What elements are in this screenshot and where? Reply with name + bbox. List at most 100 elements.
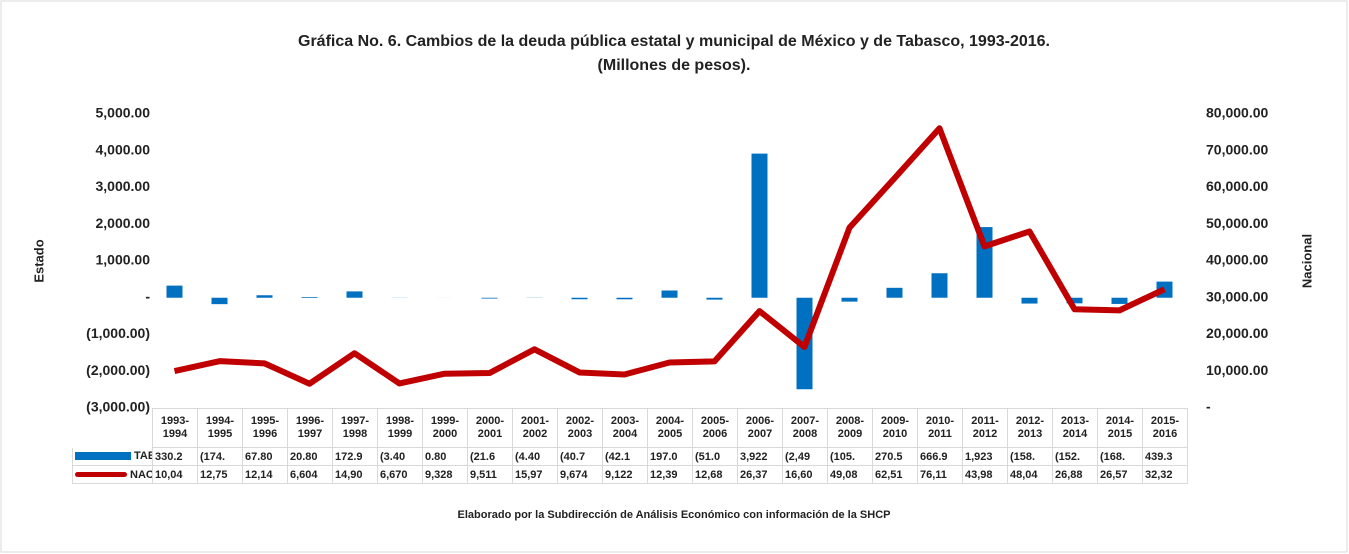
series-row: NAC 10,04 12,75 12,14 6,604 14,90 6,670 9,328 9,… xyxy=(72,465,1188,484)
legend-swatch xyxy=(75,472,127,478)
data-label: 26,88 xyxy=(1052,465,1098,484)
data-label: 270.5 xyxy=(872,447,918,466)
data-label: 16,60 xyxy=(782,465,828,484)
bar xyxy=(346,291,363,298)
data-label: (4.40 xyxy=(512,447,558,466)
legend-label: NAC xyxy=(130,468,153,481)
data-label: 197.0 xyxy=(647,447,693,466)
data-label: 330.2 xyxy=(152,447,198,466)
data-label: (2,49 xyxy=(782,447,828,466)
data-label: 6,670 xyxy=(377,465,423,484)
legend-swatch xyxy=(75,452,131,461)
category-label: 2012-2013 xyxy=(1007,408,1053,448)
category-label: 2010-2011 xyxy=(917,408,963,448)
data-label: (105. xyxy=(827,447,873,466)
category-label: 1993-1994 xyxy=(152,408,198,448)
data-label: 172.9 xyxy=(332,447,378,466)
y2-axis-label: Nacional xyxy=(1299,234,1314,288)
y2-tick-label: 60,000.00 xyxy=(1206,178,1268,194)
data-label: (158. xyxy=(1007,447,1053,466)
category-label: 2001-2002 xyxy=(512,408,558,448)
data-label: 12,75 xyxy=(197,465,243,484)
data-label: 12,14 xyxy=(242,465,288,484)
data-label: 9,122 xyxy=(602,465,648,484)
y2-tick-label: 10,000.00 xyxy=(1206,362,1268,378)
chart-subtitle: (Millones de pesos). xyxy=(598,57,751,74)
category-label: 2005-2006 xyxy=(692,408,738,448)
y-tick-label: 3,000.00 xyxy=(96,178,151,194)
category-label: 1994-1995 xyxy=(197,408,243,448)
category-label: 2002-2003 xyxy=(557,408,603,448)
category-label: 2007-2008 xyxy=(782,408,828,448)
data-label: 6,604 xyxy=(287,465,333,484)
bar xyxy=(841,297,858,302)
y2-tick-label: 50,000.00 xyxy=(1206,215,1268,231)
data-label: 15,97 xyxy=(512,465,558,484)
category-label: 1996-1997 xyxy=(287,408,333,448)
y-tick-label: - xyxy=(145,288,150,304)
category-label: 2013-2014 xyxy=(1052,408,1098,448)
category-label: 2014-2015 xyxy=(1097,408,1143,448)
bar xyxy=(886,287,903,298)
data-label: (152. xyxy=(1052,447,1098,466)
data-label: 9,511 xyxy=(467,465,513,484)
data-label: 62,51 xyxy=(872,465,918,484)
data-table: 1993-1994 1994-1995 1995-1996 1996-1997 1997… xyxy=(72,408,1188,484)
data-label: (40.7 xyxy=(557,447,603,466)
data-label: 14,90 xyxy=(332,465,378,484)
category-label: 1995-1996 xyxy=(242,408,288,448)
y-tick-label: 4,000.00 xyxy=(96,141,151,157)
corner xyxy=(73,409,153,448)
data-label: 666.9 xyxy=(917,447,963,466)
bar xyxy=(571,297,588,300)
category-label: 2006-2007 xyxy=(737,408,783,448)
data-label: 439.3 xyxy=(1142,447,1188,466)
data-label: (168. xyxy=(1097,447,1143,466)
data-label: 10,04 xyxy=(152,465,198,484)
bar xyxy=(481,297,498,299)
bar xyxy=(211,297,228,305)
note: Elaborado por la Subdirección de Análisi… xyxy=(458,509,891,521)
data-label: 9,328 xyxy=(422,465,468,484)
bar xyxy=(751,153,768,298)
category-label: 2011-2012 xyxy=(962,408,1008,448)
y2-tick-label: - xyxy=(1206,399,1211,415)
category-label: 2015-2016 xyxy=(1142,408,1188,448)
chart-title: Gráfica No. 6. Cambios de la deuda públi… xyxy=(298,33,1050,50)
category-label: 1997-1998 xyxy=(332,408,378,448)
data-label: 43,98 xyxy=(962,465,1008,484)
y-tick-label: 1,000.00 xyxy=(96,252,151,268)
y2-tick-label: 20,000.00 xyxy=(1206,325,1268,341)
category-label: 2009-2010 xyxy=(872,408,918,448)
bar xyxy=(256,295,273,298)
data-label: 26,57 xyxy=(1097,465,1143,484)
data-label: (51.0 xyxy=(692,447,738,466)
data-label: (42.1 xyxy=(602,447,648,466)
bar xyxy=(706,297,723,300)
data-label: 3,922 xyxy=(737,447,783,466)
bar xyxy=(616,297,633,300)
y2-tick-label: 40,000.00 xyxy=(1206,252,1268,268)
y-tick-label: (1,000.00) xyxy=(86,325,150,341)
category-label: 1999-2000 xyxy=(422,408,468,448)
data-label: 49,08 xyxy=(827,465,873,484)
y-tick-label: (2,000.00) xyxy=(86,362,150,378)
legend-entry: NAC xyxy=(72,465,153,484)
data-label: 20.80 xyxy=(287,447,333,466)
y-tick-label: 5,000.00 xyxy=(96,105,151,121)
y2-tick-label: 30,000.00 xyxy=(1206,288,1268,304)
data-label: 12,39 xyxy=(647,465,693,484)
y2-tick-label: 70,000.00 xyxy=(1206,141,1268,157)
legend-entry: TAB xyxy=(72,447,153,466)
data-label: 67.80 xyxy=(242,447,288,466)
y-tick-label: 2,000.00 xyxy=(96,215,151,231)
y2-tick-label: 80,000.00 xyxy=(1206,105,1268,121)
data-label: 26,37 xyxy=(737,465,783,484)
bar xyxy=(661,290,678,298)
data-label: 48,04 xyxy=(1007,465,1053,484)
line xyxy=(173,125,1166,387)
bar xyxy=(166,285,183,298)
series-row: TAB330.2(174.67.8020.80172.9(3.400.80(21… xyxy=(72,447,1188,466)
